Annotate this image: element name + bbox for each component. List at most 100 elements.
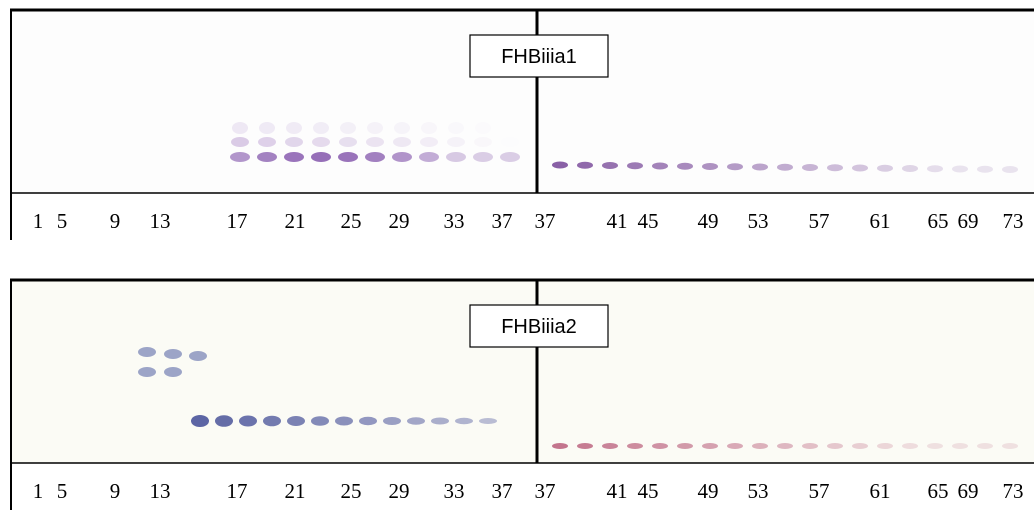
lane-number: 69: [958, 479, 979, 503]
spot: [257, 152, 277, 162]
lane-number: 49: [698, 479, 719, 503]
lane-number: 9: [110, 479, 121, 503]
spot: [335, 416, 353, 426]
spot: [479, 417, 497, 425]
spot: [652, 443, 668, 449]
spot: [286, 122, 302, 134]
spot: [727, 163, 743, 171]
spot: [777, 443, 793, 449]
lane-number: 37: [535, 209, 556, 233]
spot: [902, 443, 918, 449]
spot: [230, 152, 250, 162]
spot: [500, 152, 520, 162]
spot: [259, 122, 275, 134]
spot: [419, 152, 439, 162]
spot: [474, 137, 492, 147]
spot: [285, 137, 303, 147]
spot: [852, 443, 868, 449]
spot: [902, 165, 918, 172]
lane-number: 53: [748, 209, 769, 233]
spot: [287, 415, 305, 427]
lane-number: 45: [638, 479, 659, 503]
spot: [877, 164, 893, 172]
spot: [231, 137, 249, 147]
lane-number: 25: [341, 209, 362, 233]
spot: [502, 122, 518, 134]
spot: [365, 152, 385, 162]
lane-number: 21: [285, 209, 306, 233]
spot: [431, 417, 449, 425]
spot: [392, 152, 412, 162]
spot: [977, 443, 993, 449]
lane-number: 37: [492, 209, 513, 233]
spot: [258, 137, 276, 147]
spot: [239, 415, 257, 427]
label-box: [469, 304, 609, 348]
plate-label: FHBiiia1: [501, 46, 577, 68]
lane-number: 37: [492, 479, 513, 503]
lane-number: 45: [638, 209, 659, 233]
lane-number: 49: [698, 209, 719, 233]
lane-number: 13: [150, 209, 171, 233]
lane-number: 29: [389, 209, 410, 233]
lane-number: 1: [33, 479, 44, 503]
spot: [602, 162, 618, 169]
lane-number: 57: [809, 479, 830, 503]
spot: [702, 443, 718, 449]
lane-number: 21: [285, 479, 306, 503]
spot: [263, 415, 281, 427]
spot: [284, 152, 304, 162]
lane-number: 61: [870, 209, 891, 233]
spot: [455, 417, 473, 425]
spot: [652, 162, 668, 170]
spot: [366, 137, 384, 147]
spot: [577, 161, 593, 169]
lane-number: 33: [444, 209, 465, 233]
spot: [313, 122, 329, 134]
spot: [473, 152, 493, 162]
spot: [702, 163, 718, 170]
lane-number: 17: [227, 479, 248, 503]
spot: [927, 165, 943, 173]
lane-number: 41: [607, 479, 628, 503]
spot: [164, 349, 182, 359]
spot: [802, 443, 818, 449]
plate-label: FHBiiia2: [501, 316, 577, 338]
spot: [340, 122, 356, 134]
lane-number: 29: [389, 479, 410, 503]
lane-number: 73: [1003, 479, 1024, 503]
lane-number: 73: [1003, 209, 1024, 233]
spot: [359, 416, 377, 426]
lane-number: 9: [110, 209, 121, 233]
spot: [407, 417, 425, 425]
spot: [138, 347, 156, 357]
label-box: [469, 34, 609, 78]
lane-number: 25: [341, 479, 362, 503]
spot: [215, 415, 233, 427]
spot: [752, 163, 768, 171]
lane-number: 65: [928, 479, 949, 503]
lane-number: 13: [150, 479, 171, 503]
spot: [852, 164, 868, 172]
lane-number: 61: [870, 479, 891, 503]
lane-number: 1: [33, 209, 44, 233]
lane-number: 37: [535, 479, 556, 503]
spot: [1002, 166, 1018, 173]
spot: [1002, 443, 1018, 449]
spot: [952, 165, 968, 173]
spot: [677, 162, 693, 170]
spot: [752, 443, 768, 449]
lane-number: 57: [809, 209, 830, 233]
spot: [448, 122, 464, 134]
spot: [446, 152, 466, 162]
spot: [677, 443, 693, 449]
spot: [627, 443, 643, 449]
spot: [927, 443, 943, 449]
spot: [338, 152, 358, 162]
spot: [421, 122, 437, 134]
lane-number: 69: [958, 209, 979, 233]
spot: [383, 416, 401, 426]
spot: [339, 137, 357, 147]
